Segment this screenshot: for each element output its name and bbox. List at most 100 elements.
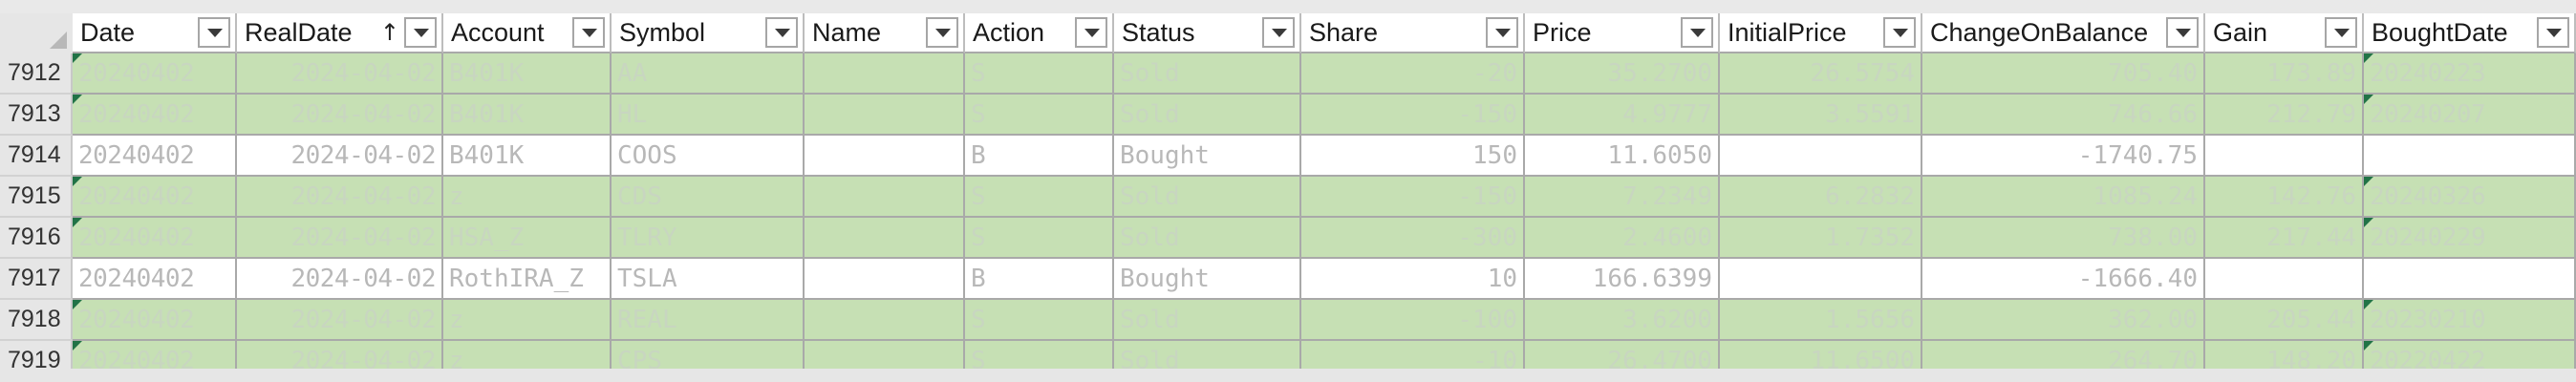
cell-initialprice[interactable]: 6.2832 bbox=[1720, 177, 1922, 218]
column-header-symbol[interactable]: Symbol bbox=[612, 13, 805, 53]
cell-boughtdate[interactable]: 20240326 bbox=[2364, 177, 2576, 218]
cell-price[interactable]: 7.2349 bbox=[1525, 177, 1720, 218]
filter-dropdown-button[interactable] bbox=[2537, 17, 2569, 48]
filter-dropdown-button[interactable] bbox=[765, 17, 798, 48]
cell-status[interactable]: Sold bbox=[1114, 53, 1301, 95]
cell-account[interactable]: z bbox=[443, 177, 612, 218]
cell-realdate[interactable]: 2024-04-02 bbox=[237, 300, 443, 341]
filter-dropdown-button[interactable] bbox=[198, 17, 230, 48]
cell-symbol[interactable]: HL bbox=[612, 95, 805, 136]
filter-dropdown-button[interactable] bbox=[1262, 17, 1295, 48]
cell-share[interactable]: -100 bbox=[1301, 300, 1525, 341]
cell-change[interactable]: 362.00 bbox=[1922, 300, 2205, 341]
cell-gain[interactable]: 217.44 bbox=[2205, 218, 2364, 259]
cell-gain[interactable] bbox=[2205, 259, 2364, 300]
cell-realdate[interactable]: 2024-04-02 bbox=[237, 53, 443, 95]
filter-dropdown-button[interactable] bbox=[2166, 17, 2199, 48]
cell-price[interactable]: 11.6050 bbox=[1525, 136, 1720, 177]
cell-gain[interactable]: 205.44 bbox=[2205, 300, 2364, 341]
cell-share[interactable]: -150 bbox=[1301, 177, 1525, 218]
cell-change[interactable]: -1740.75 bbox=[1922, 136, 2205, 177]
cell-gain[interactable]: 142.76 bbox=[2205, 177, 2364, 218]
cell-symbol[interactable]: TSLA bbox=[612, 259, 805, 300]
cell-action[interactable]: S bbox=[965, 177, 1114, 218]
cell-account[interactable]: B401K bbox=[443, 136, 612, 177]
cell-gain[interactable] bbox=[2205, 136, 2364, 177]
column-header-gain[interactable]: Gain bbox=[2205, 13, 2364, 53]
column-header-initialprice[interactable]: InitialPrice bbox=[1720, 13, 1922, 53]
cell-initialprice[interactable]: 1.5656 bbox=[1720, 300, 1922, 341]
cell-account[interactable]: B401K bbox=[443, 53, 612, 95]
cell-date[interactable]: 20240402 bbox=[73, 95, 237, 136]
cell-action[interactable]: S bbox=[965, 300, 1114, 341]
cell-account[interactable]: RothIRA_Z bbox=[443, 259, 612, 300]
cell-change[interactable]: 705.40 bbox=[1922, 53, 2205, 95]
row-header[interactable]: 7917 bbox=[0, 259, 73, 300]
cell-initialprice[interactable] bbox=[1720, 259, 1922, 300]
cell-date[interactable]: 20240402 bbox=[73, 300, 237, 341]
cell-date[interactable]: 20240402 bbox=[73, 136, 237, 177]
column-header-name[interactable]: Name bbox=[805, 13, 965, 53]
cell-boughtdate[interactable] bbox=[2364, 259, 2576, 300]
cell-realdate[interactable]: 2024-04-02 bbox=[237, 177, 443, 218]
cell-symbol[interactable]: TLRY bbox=[612, 218, 805, 259]
column-header-change[interactable]: ChangeOnBalance bbox=[1922, 13, 2205, 53]
cell-symbol[interactable]: CDS bbox=[612, 177, 805, 218]
cell-initialprice[interactable]: 26.5754 bbox=[1720, 53, 1922, 95]
cell-initialprice[interactable]: 1.7352 bbox=[1720, 218, 1922, 259]
cell-symbol[interactable]: AA bbox=[612, 53, 805, 95]
cell-share[interactable]: -150 bbox=[1301, 95, 1525, 136]
cell-action[interactable]: B bbox=[965, 136, 1114, 177]
cell-gain[interactable]: 173.89 bbox=[2205, 53, 2364, 95]
cell-realdate[interactable]: 2024-04-02 bbox=[237, 218, 443, 259]
filter-dropdown-button[interactable] bbox=[572, 17, 605, 48]
row-header[interactable]: 7912 bbox=[0, 53, 73, 95]
column-header-action[interactable]: Action bbox=[965, 13, 1114, 53]
cell-share[interactable]: -300 bbox=[1301, 218, 1525, 259]
row-header[interactable]: 7916 bbox=[0, 218, 73, 259]
cell-action[interactable]: B bbox=[965, 259, 1114, 300]
cell-boughtdate[interactable]: 20240223 bbox=[2364, 53, 2576, 95]
cell-name[interactable] bbox=[805, 259, 965, 300]
cell-date[interactable]: 20240402 bbox=[73, 259, 237, 300]
cell-date[interactable]: 20240402 bbox=[73, 177, 237, 218]
cell-boughtdate[interactable] bbox=[2364, 136, 2576, 177]
cell-initialprice[interactable]: 3.5591 bbox=[1720, 95, 1922, 136]
cell-share[interactable]: 10 bbox=[1301, 259, 1525, 300]
filter-dropdown-button[interactable] bbox=[404, 17, 437, 48]
cell-date[interactable]: 20240402 bbox=[73, 218, 237, 259]
cell-realdate[interactable]: 2024-04-02 bbox=[237, 259, 443, 300]
filter-dropdown-button[interactable] bbox=[1486, 17, 1518, 48]
cell-name[interactable] bbox=[805, 218, 965, 259]
cell-change[interactable]: 738.00 bbox=[1922, 218, 2205, 259]
column-header-account[interactable]: Account bbox=[443, 13, 612, 53]
row-header[interactable]: 7914 bbox=[0, 136, 73, 177]
cell-realdate[interactable]: 2024-04-02 bbox=[237, 136, 443, 177]
cell-share[interactable]: 150 bbox=[1301, 136, 1525, 177]
select-all-corner[interactable] bbox=[0, 13, 75, 55]
cell-account[interactable]: HSA_Z bbox=[443, 218, 612, 259]
cell-gain[interactable]: 212.79 bbox=[2205, 95, 2364, 136]
cell-boughtdate[interactable]: 20240207 bbox=[2364, 95, 2576, 136]
cell-name[interactable] bbox=[805, 177, 965, 218]
cell-status[interactable]: Sold bbox=[1114, 177, 1301, 218]
cell-action[interactable]: S bbox=[965, 218, 1114, 259]
cell-price[interactable]: 3.6200 bbox=[1525, 300, 1720, 341]
filter-dropdown-button[interactable] bbox=[2325, 17, 2357, 48]
column-header-boughtdate[interactable]: BoughtDate bbox=[2364, 13, 2576, 53]
cell-realdate[interactable]: 2024-04-02 bbox=[237, 95, 443, 136]
cell-action[interactable]: S bbox=[965, 53, 1114, 95]
column-header-status[interactable]: Status bbox=[1114, 13, 1301, 53]
cell-account[interactable]: z bbox=[443, 300, 612, 341]
cell-date[interactable]: 20240402 bbox=[73, 53, 237, 95]
cell-symbol[interactable]: REAL bbox=[612, 300, 805, 341]
cell-price[interactable]: 4.9777 bbox=[1525, 95, 1720, 136]
cell-change[interactable]: 746.66 bbox=[1922, 95, 2205, 136]
cell-name[interactable] bbox=[805, 136, 965, 177]
cell-name[interactable] bbox=[805, 53, 965, 95]
cell-share[interactable]: -20 bbox=[1301, 53, 1525, 95]
row-header[interactable]: 7918 bbox=[0, 300, 73, 341]
filter-dropdown-button[interactable] bbox=[1883, 17, 1916, 48]
cell-boughtdate[interactable]: 20230210 bbox=[2364, 300, 2576, 341]
cell-name[interactable] bbox=[805, 95, 965, 136]
